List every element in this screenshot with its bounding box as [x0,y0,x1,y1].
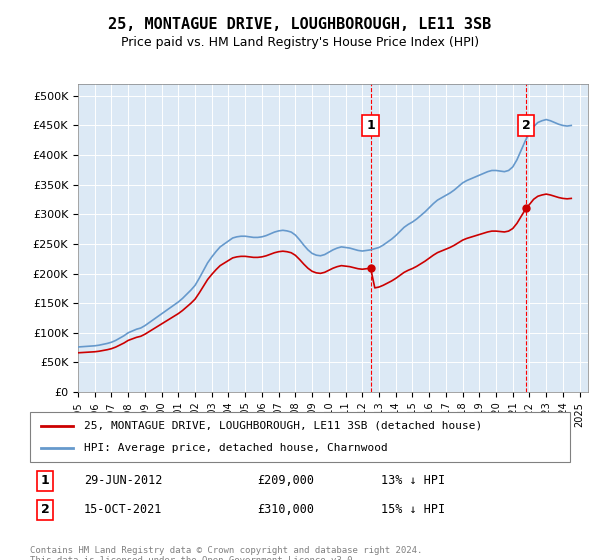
Text: 1: 1 [41,474,50,487]
Text: 2: 2 [522,119,530,132]
Text: Contains HM Land Registry data © Crown copyright and database right 2024.
This d: Contains HM Land Registry data © Crown c… [30,546,422,560]
Text: HPI: Average price, detached house, Charnwood: HPI: Average price, detached house, Char… [84,443,388,453]
Text: 25, MONTAGUE DRIVE, LOUGHBOROUGH, LE11 3SB (detached house): 25, MONTAGUE DRIVE, LOUGHBOROUGH, LE11 3… [84,421,482,431]
FancyBboxPatch shape [30,412,570,462]
Text: Price paid vs. HM Land Registry's House Price Index (HPI): Price paid vs. HM Land Registry's House … [121,36,479,49]
Text: 13% ↓ HPI: 13% ↓ HPI [381,474,445,487]
Text: £209,000: £209,000 [257,474,314,487]
Text: 15-OCT-2021: 15-OCT-2021 [84,503,163,516]
Text: £310,000: £310,000 [257,503,314,516]
Text: 25, MONTAGUE DRIVE, LOUGHBOROUGH, LE11 3SB: 25, MONTAGUE DRIVE, LOUGHBOROUGH, LE11 3… [109,17,491,32]
Text: 1: 1 [366,119,375,132]
Text: 2: 2 [41,503,50,516]
Text: 29-JUN-2012: 29-JUN-2012 [84,474,163,487]
Text: 15% ↓ HPI: 15% ↓ HPI [381,503,445,516]
